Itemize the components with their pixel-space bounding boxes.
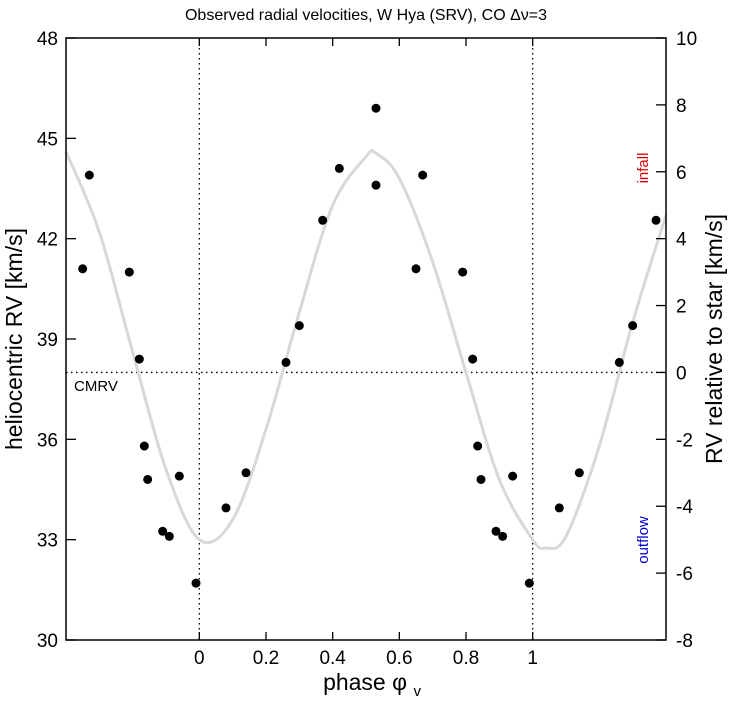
y-right-tick-label-0: -8: [676, 631, 693, 652]
data-point-1: [84, 170, 94, 180]
data-point-18: [411, 264, 421, 274]
fit-curve-group: [64, 148, 668, 551]
data-point-0: [78, 264, 88, 274]
data-point-15: [334, 163, 344, 173]
data-point-31: [628, 321, 638, 331]
ticks: 0 0.2 0.4 0.6 0.8 1 30 33 36 39 42 45 48 -8 -6 -4 -2 0 2 4 6…: [37, 29, 697, 669]
data-point-24: [491, 526, 501, 536]
data-point-12: [281, 357, 291, 367]
data-point-4: [139, 441, 149, 451]
x-tick-label-2: 0.4: [319, 648, 346, 669]
x-axis-title: phase φ v: [323, 669, 421, 700]
data-point-29: [574, 468, 584, 478]
data-point-11: [241, 468, 251, 478]
data-point-16: [371, 180, 381, 190]
x-axis-title-subscript: v: [413, 683, 421, 700]
y-right-tick-label-5: 2: [676, 297, 687, 318]
data-point-10: [221, 503, 231, 513]
x-axis-title-symbol: φ: [392, 669, 407, 695]
y-right-tick-label-8: 8: [676, 96, 687, 117]
x-axis-title-text: phase: [323, 669, 386, 695]
data-point-14: [318, 215, 328, 225]
data-point-3: [134, 354, 144, 364]
y-left-tick-label-2: 36: [37, 430, 58, 451]
data-point-5: [143, 474, 153, 484]
x-tick-label-3: 0.6: [386, 648, 412, 669]
y-left-tick-label-6: 48: [37, 29, 58, 50]
y-left-tick-label-3: 39: [37, 330, 58, 351]
data-point-27: [524, 578, 534, 588]
data-point-9: [191, 578, 201, 588]
x-tick-label-1: 0.2: [253, 648, 279, 669]
infall-label: infall: [635, 153, 652, 184]
data-point-2: [124, 267, 134, 277]
points-group: [78, 103, 661, 588]
data-point-28: [554, 503, 564, 513]
y-right-tick-label-3: -2: [676, 430, 693, 451]
guides: [66, 38, 666, 640]
y-right-tick-label-7: 6: [676, 163, 687, 184]
data-point-20: [458, 267, 468, 277]
y-right-tick-label-1: -6: [676, 564, 693, 585]
y-left-tick-label-0: 30: [37, 631, 58, 652]
data-point-8: [174, 471, 184, 481]
outflow-label: outflow: [635, 516, 652, 564]
y-right-tick-label-9: 10: [676, 29, 697, 50]
data-point-25: [498, 531, 508, 541]
data-point-17: [371, 103, 381, 113]
data-point-21: [468, 354, 478, 364]
data-point-13: [294, 321, 304, 331]
data-point-7: [164, 531, 174, 541]
fit-curve: [64, 148, 668, 551]
y-right-tick-label-4: 0: [676, 363, 687, 384]
data-point-32: [651, 215, 661, 225]
y-left-tick-label-5: 45: [37, 129, 58, 150]
y-right-tick-label-6: 4: [676, 230, 687, 251]
data-point-30: [614, 357, 624, 367]
chart-title: Observed radial velocities, W Hya (SRV),…: [185, 7, 547, 24]
y-right-axis-title: RV relative to star [km/s]: [701, 214, 727, 464]
data-point-6: [158, 526, 168, 536]
data-point-23: [476, 474, 486, 484]
y-left-tick-label-1: 33: [37, 531, 58, 552]
data-point-26: [508, 471, 518, 481]
y-left-axis-title: heliocentric RV [km/s]: [1, 228, 27, 450]
x-tick-label-5: 1: [527, 648, 538, 669]
data-point-22: [473, 441, 483, 451]
y-left-tick-label-4: 42: [37, 230, 58, 251]
x-tick-label-0: 0: [194, 648, 205, 669]
y-right-tick-label-2: -4: [676, 497, 693, 518]
plot-frame: [65, 37, 667, 641]
cmrv-label: CMRV: [74, 378, 118, 395]
x-tick-label-4: 0.8: [453, 648, 479, 669]
data-point-19: [418, 170, 428, 180]
